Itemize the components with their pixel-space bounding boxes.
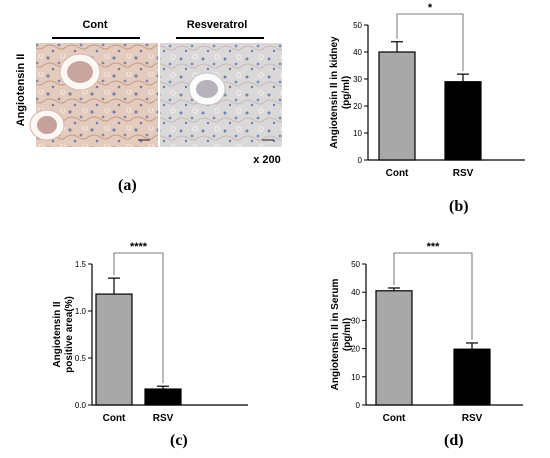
chart-c-marks: Cont RSV **** (95, 241, 182, 424)
panel-label-c: (c) (170, 432, 188, 449)
chart-c: 0.0 0.5 1.0 1.5 Angiotensin IIpositive area(… (52, 241, 248, 424)
y-tick-label: 0.5 (75, 354, 87, 363)
x-tick-label: RSV (462, 413, 483, 424)
significance-bracket (396, 13, 464, 72)
micrograph-resveratrol (160, 43, 282, 147)
y-tick-label: 0 (358, 156, 363, 165)
chart-d: 0 10 20 30 40 50 Angiotensin II in Serum(pg/ml… (330, 241, 523, 424)
panel-label-b: (b) (449, 198, 469, 215)
bar-rsv (144, 388, 182, 406)
y-tick-label: 20 (353, 102, 362, 111)
bar-cont (378, 51, 416, 161)
bar-cont (95, 293, 133, 406)
y-axis-label: Angiotensin II in kidney(pg/ml) (329, 36, 352, 149)
micrograph-cont (29, 43, 158, 147)
significance-label: * (428, 2, 433, 14)
panel-a-ylabel: Angiotensin II (15, 54, 27, 127)
y-tick-label: 1.0 (75, 307, 87, 316)
y-tick-label: 10 (351, 373, 360, 382)
panel-a: Angiotensin II Cont Resveratrol x 200 (15, 19, 282, 166)
x-tick-label: Cont (386, 168, 409, 179)
significance-bracket (393, 252, 473, 340)
bar-rsv (453, 348, 491, 406)
bar-cont (375, 290, 413, 406)
x-tick-label: Cont (383, 413, 406, 424)
panel-label-a: (a) (118, 177, 137, 194)
bar-rsv (444, 81, 482, 161)
chart-b-marks: Cont RSV * (378, 2, 482, 179)
y-tick-label: 50 (351, 260, 360, 269)
chart-d-marks: Cont RSV *** (375, 241, 491, 424)
y-axis-label: Angiotensin IIpositive area(%) (52, 296, 75, 373)
magnification-label: x 200 (253, 154, 281, 166)
chart-d-axes: 0 10 20 30 40 50 Angiotensin II in Serum(pg/ml… (330, 260, 523, 410)
y-tick-label: 30 (351, 316, 360, 325)
x-tick-label: RSV (153, 413, 174, 424)
y-tick-label: 10 (353, 129, 362, 138)
y-tick-label: 40 (351, 288, 360, 297)
y-tick-label: 1.5 (75, 260, 87, 269)
significance-bracket (113, 252, 164, 384)
significance-label: *** (427, 241, 441, 253)
group-label-resveratrol: Resveratrol (187, 19, 248, 31)
x-tick-label: Cont (103, 413, 126, 424)
y-axis-label: Angiotensin II in Serum(pg/ml) (330, 279, 353, 391)
panel-label-d: (d) (444, 432, 464, 449)
x-tick-label: RSV (453, 168, 474, 179)
y-tick-label: 40 (353, 48, 362, 57)
group-label-cont: Cont (82, 19, 107, 31)
significance-label: **** (130, 241, 148, 253)
y-tick-label: 20 (351, 345, 360, 354)
y-tick-label: 0 (356, 401, 361, 410)
chart-c-axes: 0.0 0.5 1.0 1.5 Angiotensin IIpositive area(… (52, 260, 248, 410)
y-tick-label: 50 (353, 21, 362, 30)
y-tick-label: 30 (353, 75, 362, 84)
y-tick-label: 0.0 (75, 401, 87, 410)
